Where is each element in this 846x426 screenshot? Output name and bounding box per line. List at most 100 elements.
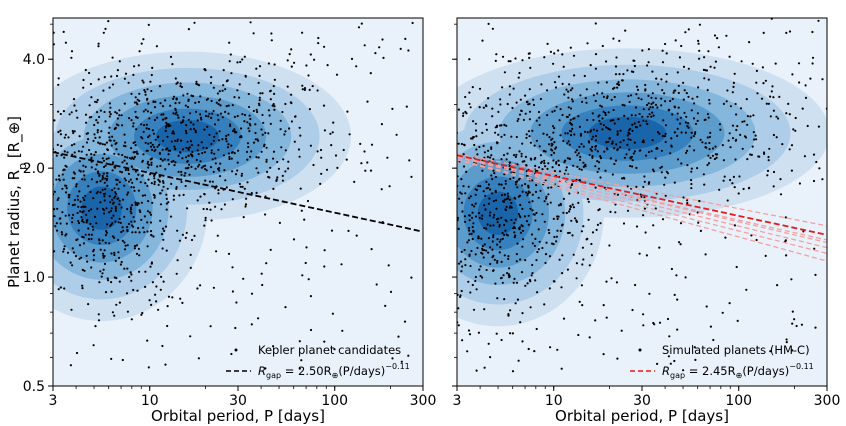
y-tick-label: 4.0 [23, 52, 45, 68]
data-point [131, 181, 134, 184]
data-point [774, 62, 777, 65]
data-point [105, 231, 108, 234]
data-point [36, 177, 38, 179]
data-point [104, 177, 107, 180]
data-point [158, 179, 161, 182]
data-point [202, 207, 205, 211]
data-point [470, 232, 473, 235]
data-point [424, 233, 426, 235]
data-point [787, 102, 790, 105]
data-point [248, 105, 251, 109]
data-point [814, 273, 817, 276]
data-point [218, 99, 221, 102]
data-point [647, 108, 651, 111]
data-point [607, 127, 610, 131]
data-point [89, 222, 92, 225]
data-point [475, 148, 478, 151]
data-point [103, 76, 106, 79]
data-point [464, 220, 467, 223]
data-point [127, 81, 130, 84]
data-point [148, 117, 151, 120]
data-point [515, 153, 518, 156]
data-point [71, 221, 74, 224]
data-point [132, 288, 135, 292]
data-point [489, 262, 492, 266]
data-point [34, 118, 36, 120]
data-point [240, 172, 244, 175]
data-point [493, 172, 496, 175]
data-point [553, 170, 557, 173]
data-point [439, 210, 441, 212]
data-point [204, 114, 208, 118]
data-point [233, 96, 236, 99]
data-point [151, 129, 154, 132]
data-point [236, 169, 239, 172]
data-point [844, 32, 846, 34]
data-point [288, 53, 291, 56]
data-point [126, 208, 129, 211]
data-point [103, 254, 106, 258]
data-point [753, 138, 756, 141]
data-point [514, 155, 518, 158]
data-point [718, 123, 722, 126]
data-point [157, 183, 160, 186]
data-point [583, 130, 587, 133]
data-point [523, 215, 527, 218]
data-point [24, 189, 26, 191]
data-point [544, 150, 547, 153]
data-point [145, 123, 148, 126]
data-point [34, 226, 36, 228]
data-point [594, 99, 597, 103]
data-point [89, 82, 92, 86]
data-point [563, 172, 566, 175]
data-point [78, 135, 81, 138]
data-point [132, 151, 135, 154]
data-point [219, 104, 222, 107]
data-point [24, 225, 26, 227]
data-point [764, 79, 768, 82]
data-point [478, 145, 481, 149]
data-point [766, 169, 770, 172]
data-point [116, 117, 119, 120]
data-point [578, 145, 581, 148]
data-point [326, 64, 329, 67]
data-point [481, 169, 484, 172]
data-point [599, 122, 602, 125]
data-point [621, 79, 624, 82]
data-point [518, 228, 521, 231]
density-level-6-sub-Neptunes [156, 119, 219, 153]
data-point [553, 127, 556, 130]
data-point [166, 324, 169, 328]
data-point [191, 155, 194, 158]
data-point [642, 108, 645, 111]
data-point [84, 418, 86, 420]
data-point [547, 143, 551, 146]
data-point [101, 207, 105, 211]
data-point [179, 297, 182, 300]
data-point [670, 145, 673, 148]
data-point [133, 155, 136, 159]
data-point [223, 203, 226, 206]
data-point [77, 219, 80, 223]
data-point [163, 158, 166, 161]
data-point [445, 63, 447, 65]
data-point [66, 151, 69, 154]
data-point [514, 57, 517, 60]
data-point [550, 186, 553, 189]
data-point [544, 165, 547, 168]
data-point [82, 196, 85, 199]
data-point [812, 179, 816, 183]
data-point [217, 103, 220, 106]
data-point [472, 230, 475, 233]
data-point [203, 68, 206, 71]
data-point [680, 44, 683, 48]
data-point [614, 211, 617, 214]
data-point [571, 183, 574, 186]
data-point [580, 168, 583, 171]
data-point [800, 323, 804, 326]
data-point [108, 102, 111, 105]
data-point [48, 149, 50, 151]
data-point [120, 260, 123, 264]
data-point [547, 162, 550, 165]
data-point [442, 167, 444, 169]
